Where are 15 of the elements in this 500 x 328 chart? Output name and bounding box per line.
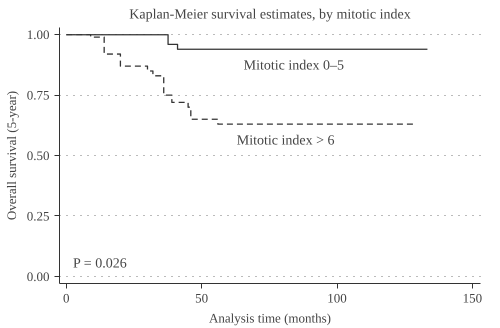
y-tick-label: 0.50: [26, 148, 50, 163]
chart-title: Kaplan-Meier survival estimates, by mitotic index: [129, 8, 411, 22]
series-label: Mitotic index 0–5: [244, 58, 344, 74]
y-tick-label: 1.00: [26, 27, 50, 42]
annotation: P = 0.026: [73, 256, 127, 272]
x-axis-title: Analysis time (months): [208, 310, 332, 326]
x-tick-label: 100: [327, 290, 347, 306]
y-tick-label: 0.25: [26, 208, 50, 224]
x-tick-label: 0: [63, 290, 70, 306]
y-tick-label: 0.75: [26, 88, 50, 103]
y-axis-title: Overall survival (5-year): [4, 90, 19, 220]
x-tick-label: 150: [462, 290, 482, 306]
x-tick-label: 50: [195, 290, 208, 306]
y-tick-label: 0.00: [26, 268, 50, 284]
series-label: Mitotic index > 6: [236, 134, 334, 149]
